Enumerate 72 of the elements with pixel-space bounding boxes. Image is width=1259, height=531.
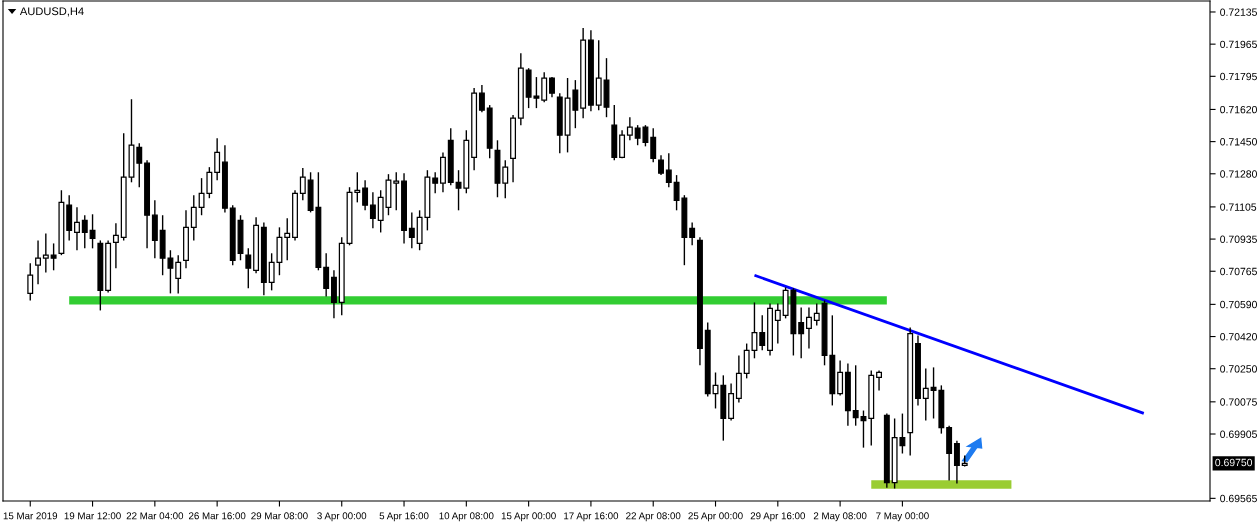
candlestick bbox=[42, 232, 49, 274]
y-tick-label: 0.71795 bbox=[1220, 72, 1257, 81]
candlestick bbox=[837, 359, 844, 397]
x-tick-label: 2 May 08:00 bbox=[813, 512, 867, 522]
y-tick-label: 0.69905 bbox=[1220, 430, 1257, 438]
candlestick bbox=[806, 306, 812, 350]
y-tick-label: 0.70420 bbox=[1220, 333, 1257, 341]
candlestick bbox=[502, 159, 509, 199]
y-tick-label: 0.72135 bbox=[1220, 8, 1257, 16]
x-tick-label: 26 Mar 16:00 bbox=[188, 512, 246, 520]
candlestick bbox=[478, 84, 485, 113]
candlestick bbox=[74, 206, 80, 251]
candlestick bbox=[190, 194, 197, 242]
candlestick bbox=[214, 137, 221, 181]
x-tick-label: 22 Mar 04:00 bbox=[126, 512, 184, 520]
candlestick bbox=[658, 154, 664, 176]
y-tick-label: 0.70250 bbox=[1220, 365, 1257, 373]
y-tick-label: 0.70765 bbox=[1220, 267, 1257, 276]
candlestick bbox=[50, 242, 57, 271]
candlestick bbox=[953, 439, 960, 485]
x-tick-label: 17 Apr 16:00 bbox=[564, 512, 619, 522]
x-tick-label: 15 Mar 2019 bbox=[3, 512, 58, 520]
y-tick-label: 0.70935 bbox=[1220, 235, 1257, 243]
candlestick bbox=[759, 314, 766, 352]
candlestick bbox=[876, 369, 883, 392]
candlestick bbox=[798, 306, 805, 360]
candlestick bbox=[541, 71, 548, 103]
x-tick-label: 29 Mar 08:00 bbox=[251, 512, 308, 520]
candlestick bbox=[299, 167, 306, 201]
candlestick bbox=[774, 302, 781, 345]
x-tick-label: 29 Apr 16:00 bbox=[750, 512, 806, 522]
candlestick bbox=[408, 211, 415, 250]
y-tick-label: 0.70590 bbox=[1220, 300, 1257, 309]
x-tick-label: 15 Apr 00:00 bbox=[501, 512, 556, 522]
candlestick bbox=[35, 239, 42, 286]
candlestick bbox=[813, 302, 820, 327]
x-tick-label: 10 Apr 08:00 bbox=[439, 512, 494, 522]
candlestick bbox=[362, 179, 369, 212]
x-tick-label: 3 Apr 00:00 bbox=[317, 512, 367, 522]
x-tick-label: 7 May 00:00 bbox=[876, 512, 929, 522]
candlestick bbox=[136, 142, 143, 188]
y-tick-label: 0.71105 bbox=[1220, 203, 1257, 211]
y-tick-label: 0.71620 bbox=[1220, 105, 1257, 114]
candlestick bbox=[549, 76, 555, 98]
x-tick-label: 19 Mar 12:00 bbox=[64, 512, 121, 520]
x-tick-label: 5 Apr 16:00 bbox=[379, 512, 429, 522]
candlestick bbox=[689, 221, 696, 247]
candlestick bbox=[665, 152, 672, 188]
candlestick bbox=[369, 191, 376, 229]
y-tick-label: 0.71280 bbox=[1220, 170, 1257, 178]
candlestick bbox=[284, 217, 291, 261]
text: 0.69750 bbox=[1215, 458, 1253, 467]
candlestick bbox=[432, 171, 439, 194]
x-tick-label: 22 Apr 08:00 bbox=[626, 512, 681, 522]
candlestick bbox=[81, 214, 88, 250]
candlestick bbox=[650, 127, 657, 163]
y-tick-label: 0.71450 bbox=[1220, 138, 1257, 146]
candlestick bbox=[245, 247, 252, 289]
candlestick bbox=[323, 252, 330, 298]
candlestick bbox=[112, 222, 119, 269]
candlestick bbox=[175, 254, 182, 295]
candlestick bbox=[922, 367, 929, 422]
candlestick bbox=[89, 213, 96, 250]
candlestick bbox=[27, 262, 34, 302]
candlestick bbox=[619, 129, 626, 159]
candlestick bbox=[393, 171, 400, 212]
y-tick-label: 0.71965 bbox=[1220, 40, 1257, 49]
y-tick-label: 0.69565 bbox=[1220, 494, 1257, 503]
chart-title: AUDUSD,H4 bbox=[19, 7, 84, 17]
x-tick-label: 25 Apr 00:00 bbox=[688, 512, 743, 522]
y-tick-label: 0.70075 bbox=[1220, 398, 1257, 406]
candlestick bbox=[626, 116, 633, 141]
